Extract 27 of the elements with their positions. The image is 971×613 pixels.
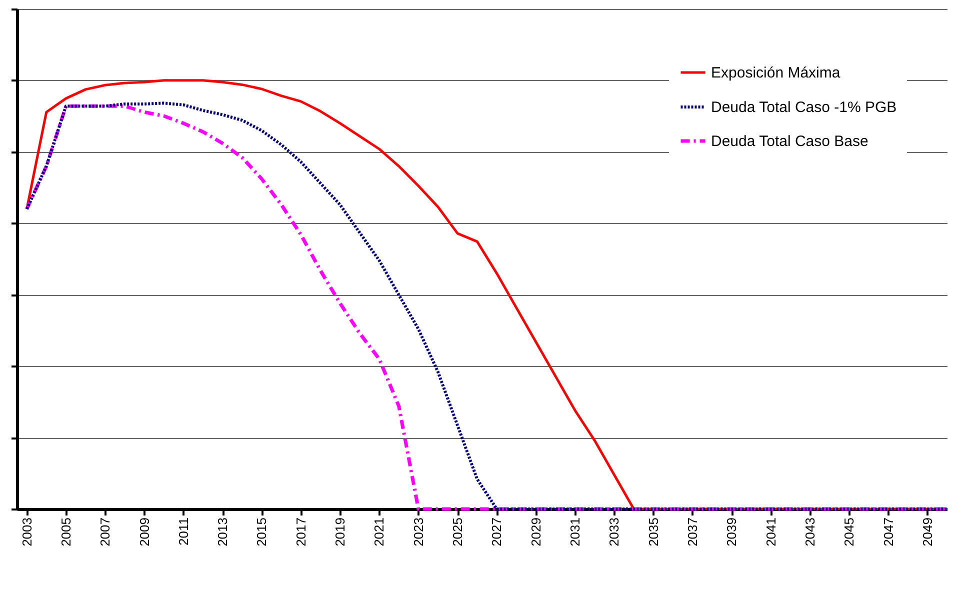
x-tick-label: 2027 [489, 518, 504, 546]
x-tick-label: 2019 [332, 518, 348, 546]
x-tick-label: 2045 [842, 518, 857, 546]
x-tick-label: 2021 [372, 518, 387, 546]
x-tick-label: 2003 [19, 518, 34, 546]
legend-label: Deuda Total Caso Base [711, 133, 868, 150]
x-tick-label: 2029 [528, 518, 544, 546]
x-tick-label: 2023 [410, 518, 426, 546]
x-tick-label: 2015 [254, 518, 270, 546]
legend-label: Exposición Máxima [711, 64, 841, 82]
x-tick-label: 2013 [215, 518, 230, 546]
x-tick-label: 2033 [606, 518, 622, 546]
x-tick-label: 2043 [802, 518, 818, 546]
x-tick-label: 2011 [176, 518, 191, 546]
x-tick-label: 2031 [568, 518, 582, 546]
x-tick-label: 2041 [763, 518, 778, 546]
x-tick-label: 2049 [920, 518, 935, 546]
x-tick-label: 2005 [58, 518, 74, 546]
x-tick-label: 2025 [450, 518, 466, 546]
x-tick-label: 2037 [684, 518, 700, 546]
x-tick-label: 2009 [136, 518, 152, 546]
x-tick-label: 2035 [646, 518, 661, 546]
legend-label: Deuda Total Caso -1% PGB [711, 99, 897, 116]
x-tick-label: 2007 [98, 518, 113, 546]
x-tick-label: 2017 [293, 518, 308, 546]
x-tick-label: 2039 [724, 518, 740, 546]
x-tick-label: 2047 [880, 518, 896, 546]
